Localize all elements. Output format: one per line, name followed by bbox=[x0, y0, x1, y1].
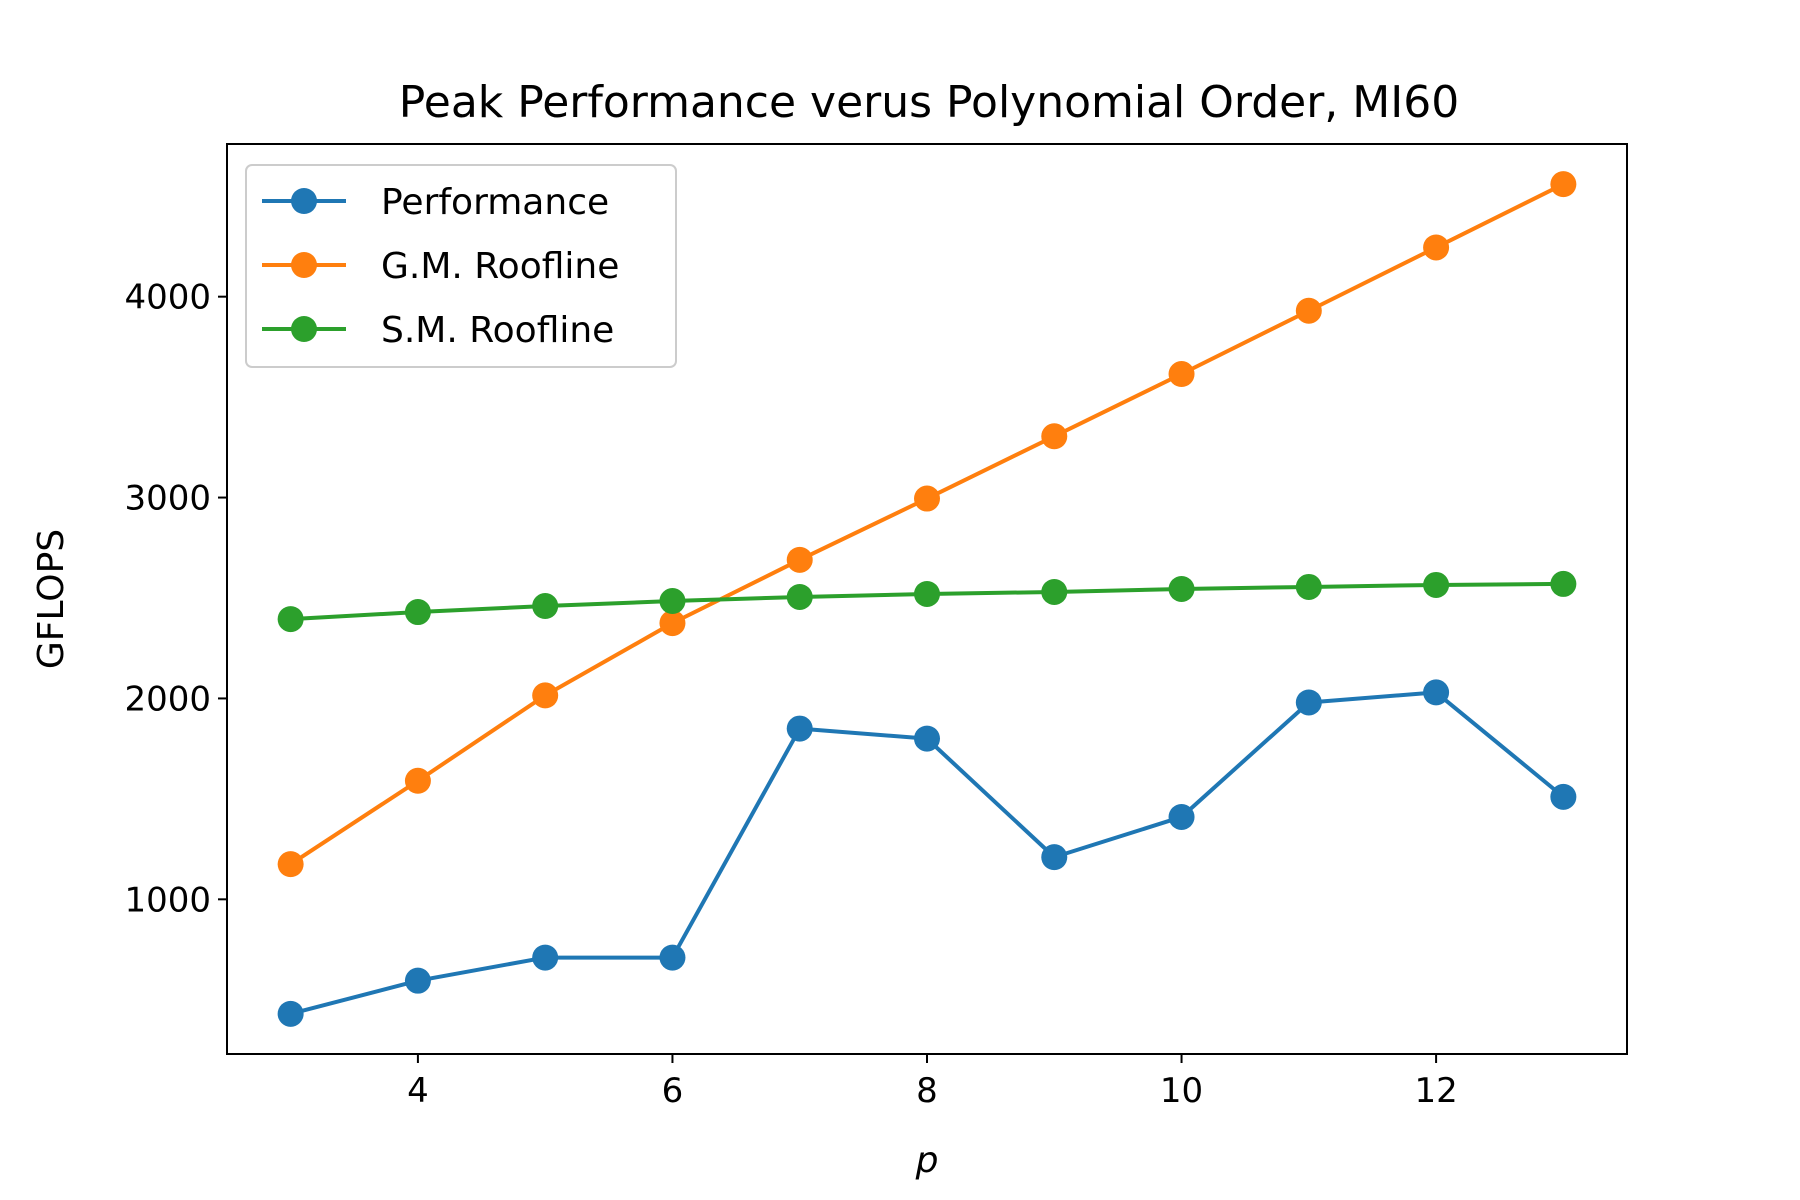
data-point-s-m-roofline bbox=[1295, 573, 1322, 600]
legend-label-g-m-roofline: G.M. Roofline bbox=[381, 246, 619, 287]
x-axis-label: p bbox=[915, 1140, 939, 1181]
legend-marker-s-m-roofline bbox=[291, 316, 317, 342]
y-tick-label: 1000 bbox=[124, 880, 211, 920]
data-point-g-m-roofline bbox=[659, 610, 686, 637]
data-point-s-m-roofline bbox=[404, 599, 431, 626]
data-point-g-m-roofline bbox=[1423, 234, 1450, 261]
data-point-performance bbox=[277, 1000, 304, 1027]
x-tick-label: 6 bbox=[662, 1071, 684, 1111]
y-axis: 1000 2000 3000 4000 bbox=[124, 278, 227, 920]
data-point-s-m-roofline bbox=[786, 583, 813, 610]
data-point-g-m-roofline bbox=[1550, 171, 1577, 198]
legend-label-performance: Performance bbox=[381, 182, 609, 223]
data-point-g-m-roofline bbox=[277, 851, 304, 878]
data-point-performance bbox=[914, 725, 940, 752]
data-point-s-m-roofline bbox=[914, 580, 940, 607]
x-tick-label: 12 bbox=[1414, 1071, 1457, 1111]
data-point-g-m-roofline bbox=[914, 485, 940, 512]
data-point-g-m-roofline bbox=[1041, 423, 1068, 450]
legend-marker-performance bbox=[291, 188, 317, 214]
data-point-g-m-roofline bbox=[786, 546, 813, 573]
y-tick-label: 2000 bbox=[124, 679, 211, 719]
data-point-performance bbox=[786, 715, 813, 742]
data-point-performance bbox=[532, 944, 559, 971]
data-point-performance bbox=[1295, 689, 1322, 716]
data-point-performance bbox=[404, 967, 431, 994]
chart-title: Peak Performance verus Polynomial Order,… bbox=[399, 77, 1459, 128]
series-s-m-roofline bbox=[277, 570, 1577, 633]
data-point-s-m-roofline bbox=[532, 593, 559, 620]
legend-label-s-m-roofline: S.M. Roofline bbox=[381, 310, 614, 351]
series-g-m-roofline bbox=[277, 171, 1577, 878]
data-point-s-m-roofline bbox=[1423, 571, 1450, 598]
data-point-performance bbox=[1041, 844, 1068, 871]
y-tick-label: 3000 bbox=[124, 479, 211, 519]
legend-box bbox=[245, 164, 677, 368]
data-point-performance bbox=[1168, 803, 1195, 830]
y-axis-label: GFLOPS bbox=[31, 529, 72, 669]
y-tick-label: 4000 bbox=[124, 278, 211, 318]
legend-marker-g-m-roofline bbox=[291, 252, 317, 278]
data-point-performance bbox=[1423, 679, 1450, 706]
data-point-g-m-roofline bbox=[404, 767, 431, 794]
data-point-g-m-roofline bbox=[1295, 297, 1322, 324]
data-point-performance bbox=[1550, 783, 1577, 810]
x-axis: 4 6 8 10 12 bbox=[407, 1054, 1458, 1111]
data-point-g-m-roofline bbox=[532, 682, 559, 709]
data-point-s-m-roofline bbox=[1550, 570, 1577, 597]
series-performance bbox=[277, 679, 1577, 1027]
data-point-s-m-roofline bbox=[659, 588, 686, 615]
series-layer bbox=[277, 171, 1577, 1027]
data-point-performance bbox=[659, 944, 686, 971]
x-tick-label: 8 bbox=[916, 1071, 938, 1111]
data-point-s-m-roofline bbox=[1041, 578, 1068, 605]
x-tick-label: 10 bbox=[1160, 1071, 1203, 1111]
data-point-s-m-roofline bbox=[277, 606, 304, 633]
legend: Performance G.M. Roofline S.M. Roofline bbox=[245, 164, 677, 368]
data-point-s-m-roofline bbox=[1168, 575, 1195, 602]
data-point-g-m-roofline bbox=[1168, 361, 1195, 388]
x-tick-label: 4 bbox=[407, 1071, 429, 1111]
